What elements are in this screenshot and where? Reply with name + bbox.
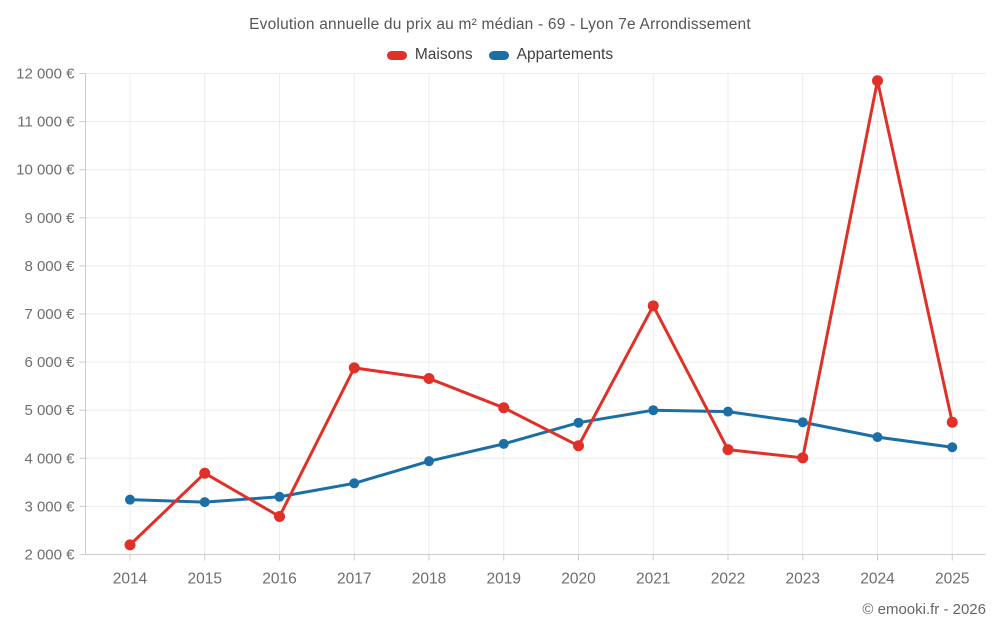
legend-label-appartements: Appartements xyxy=(516,46,614,63)
data-point-appartements-2016[interactable] xyxy=(274,491,285,502)
data-point-maisons-2020[interactable] xyxy=(573,440,584,452)
x-tick-label: 2016 xyxy=(262,571,296,588)
data-point-maisons-2024[interactable] xyxy=(872,75,883,87)
x-tick-label: 2023 xyxy=(786,571,820,588)
chart-title: Evolution annuelle du prix au m² médian … xyxy=(249,16,751,33)
x-tick-label: 2022 xyxy=(711,571,745,588)
data-point-maisons-2015[interactable] xyxy=(199,467,211,479)
data-point-maisons-2018[interactable] xyxy=(423,372,435,384)
chart-legend: Maisons Appartements xyxy=(0,46,1000,64)
y-tick-label: 5 000 € xyxy=(24,402,75,419)
x-tick-label: 2014 xyxy=(113,571,148,588)
y-tick-label: 3 000 € xyxy=(24,498,75,515)
x-tick-label: 2019 xyxy=(487,571,521,588)
appartements-color-swatch xyxy=(488,50,509,60)
y-tick-label: 2 000 € xyxy=(24,547,75,564)
data-point-appartements-2018[interactable] xyxy=(424,456,434,467)
y-tick-label: 10 000 € xyxy=(16,162,75,179)
x-tick-label: 2018 xyxy=(412,571,446,588)
data-point-maisons-2021[interactable] xyxy=(647,300,659,312)
y-tick-label: 11 000 € xyxy=(17,114,75,131)
data-point-appartements-2019[interactable] xyxy=(498,438,509,449)
x-tick-label: 2017 xyxy=(337,571,371,588)
y-tick-label: 9 000 € xyxy=(24,210,75,227)
data-point-maisons-2014[interactable] xyxy=(124,539,136,551)
maisons-color-swatch xyxy=(386,50,407,60)
x-tick-label: 2025 xyxy=(935,571,969,588)
data-point-appartements-2024[interactable] xyxy=(872,432,883,443)
series-line-appartements xyxy=(128,408,954,504)
data-point-appartements-2014[interactable] xyxy=(125,494,135,505)
data-point-appartements-2022[interactable] xyxy=(723,406,733,417)
y-tick-label: 8 000 € xyxy=(24,258,75,275)
x-tick-label: 2015 xyxy=(188,571,222,588)
data-point-maisons-2023[interactable] xyxy=(797,452,809,464)
legend-item-maisons[interactable]: Maisons xyxy=(386,46,473,64)
data-point-maisons-2025[interactable] xyxy=(946,416,958,428)
x-tick-label: 2024 xyxy=(860,571,895,588)
data-point-maisons-2019[interactable] xyxy=(498,402,510,414)
x-tick-label: 2021 xyxy=(636,571,670,588)
y-tick-label: 4 000 € xyxy=(24,450,75,467)
data-point-appartements-2023[interactable] xyxy=(797,417,808,428)
data-point-maisons-2016[interactable] xyxy=(274,511,285,523)
x-tick-label: 2020 xyxy=(561,571,596,588)
y-tick-label: 7 000 € xyxy=(24,306,75,323)
series-line-maisons xyxy=(128,79,954,547)
data-point-maisons-2022[interactable] xyxy=(722,444,734,456)
data-point-appartements-2017[interactable] xyxy=(349,478,360,489)
data-point-appartements-2020[interactable] xyxy=(573,417,584,428)
data-point-maisons-2017[interactable] xyxy=(348,362,360,374)
data-point-appartements-2025[interactable] xyxy=(947,442,958,453)
data-point-appartements-2015[interactable] xyxy=(199,497,210,508)
y-tick-label: 6 000 € xyxy=(24,354,75,371)
copyright-text: © emooki.fr - 2026 xyxy=(862,601,986,618)
y-tick-label: 12 000 € xyxy=(16,66,75,83)
legend-label-maisons: Maisons xyxy=(414,46,473,63)
legend-item-appartements[interactable]: Appartements xyxy=(488,46,614,64)
data-point-appartements-2021[interactable] xyxy=(648,405,659,416)
